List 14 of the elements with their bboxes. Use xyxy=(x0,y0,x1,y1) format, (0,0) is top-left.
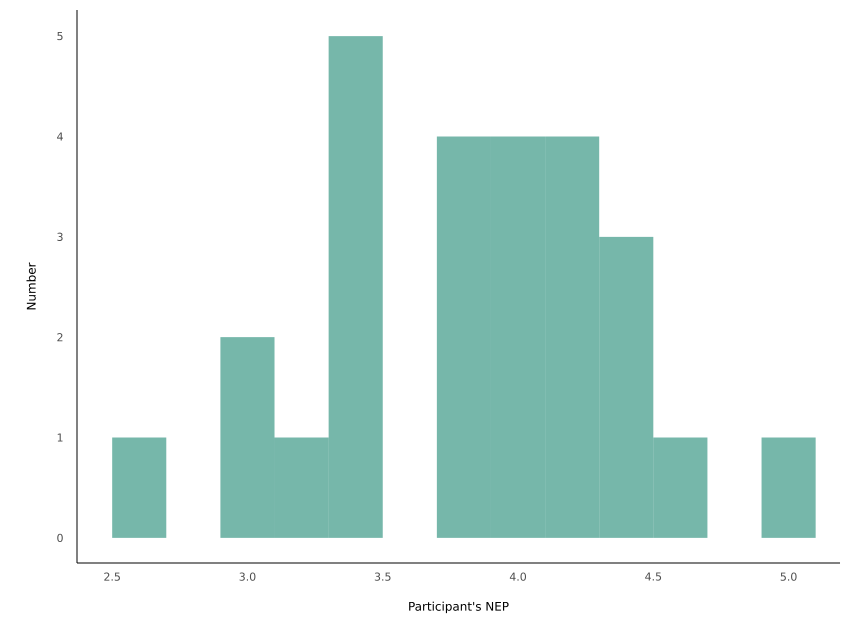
x-tick-label: 2.5 xyxy=(104,572,120,581)
x-tick-label: 4.0 xyxy=(510,572,526,581)
y-tick-label: 0 xyxy=(57,534,63,542)
y-tick-label: 1 xyxy=(58,434,62,442)
x-tick-label: 3.5 xyxy=(374,572,390,581)
y-tick-label: 3 xyxy=(57,232,63,241)
x-axis-title: Participant's NEP xyxy=(409,602,509,614)
y-tick-label: 4 xyxy=(57,132,63,140)
y-axis-title: Number xyxy=(26,262,36,310)
x-tick-label: 5.0 xyxy=(780,572,797,581)
y-tick-label: 2 xyxy=(57,333,62,342)
y-tick-label: 5 xyxy=(57,32,63,40)
x-tick-label: 3.0 xyxy=(240,572,256,581)
x-tick-label: 4.5 xyxy=(645,572,662,581)
